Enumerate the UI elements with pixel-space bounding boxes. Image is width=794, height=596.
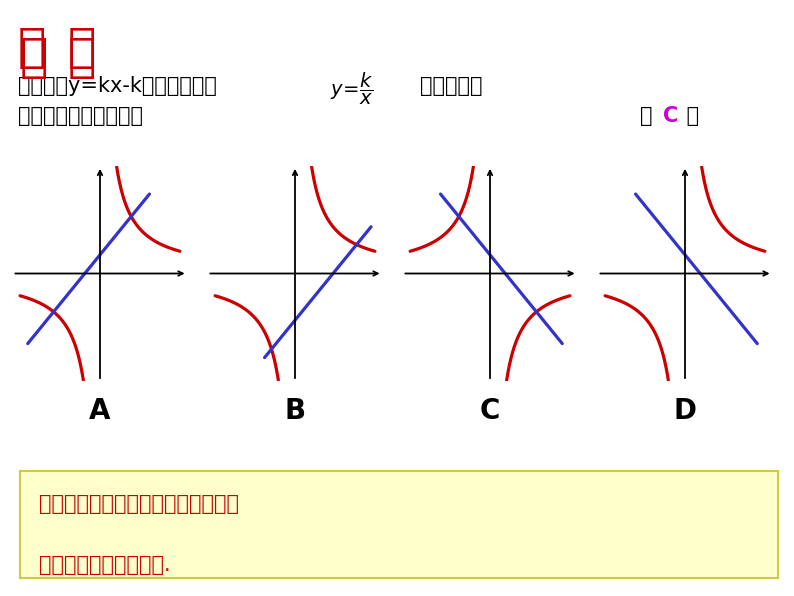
- Text: B: B: [284, 397, 306, 425]
- Text: $y\!=\!\dfrac{k}{x}$: $y\!=\!\dfrac{k}{x}$: [330, 71, 373, 107]
- Text: 论: 论: [68, 26, 96, 71]
- Text: 论: 论: [67, 36, 96, 81]
- Text: 坐标系内的图象大致是: 坐标系内的图象大致是: [18, 106, 143, 126]
- Text: C: C: [663, 106, 678, 126]
- Text: 讨: 讨: [18, 26, 46, 71]
- Text: 在同一直角: 在同一直角: [420, 76, 483, 96]
- Text: A: A: [89, 397, 110, 425]
- Text: 先假设某个函数图象已经画好，再确: 先假设某个函数图象已经画好，再确: [39, 495, 239, 514]
- Text: ）: ）: [680, 106, 700, 126]
- Text: 讨: 讨: [20, 36, 48, 81]
- Text: 定另外的是否符合条件.: 定另外的是否符合条件.: [39, 554, 171, 575]
- Text: 一次函数y=kx-k与反比例函数: 一次函数y=kx-k与反比例函数: [18, 76, 217, 96]
- Text: D: D: [673, 397, 696, 425]
- Text: C: C: [480, 397, 500, 425]
- Text: （: （: [640, 106, 659, 126]
